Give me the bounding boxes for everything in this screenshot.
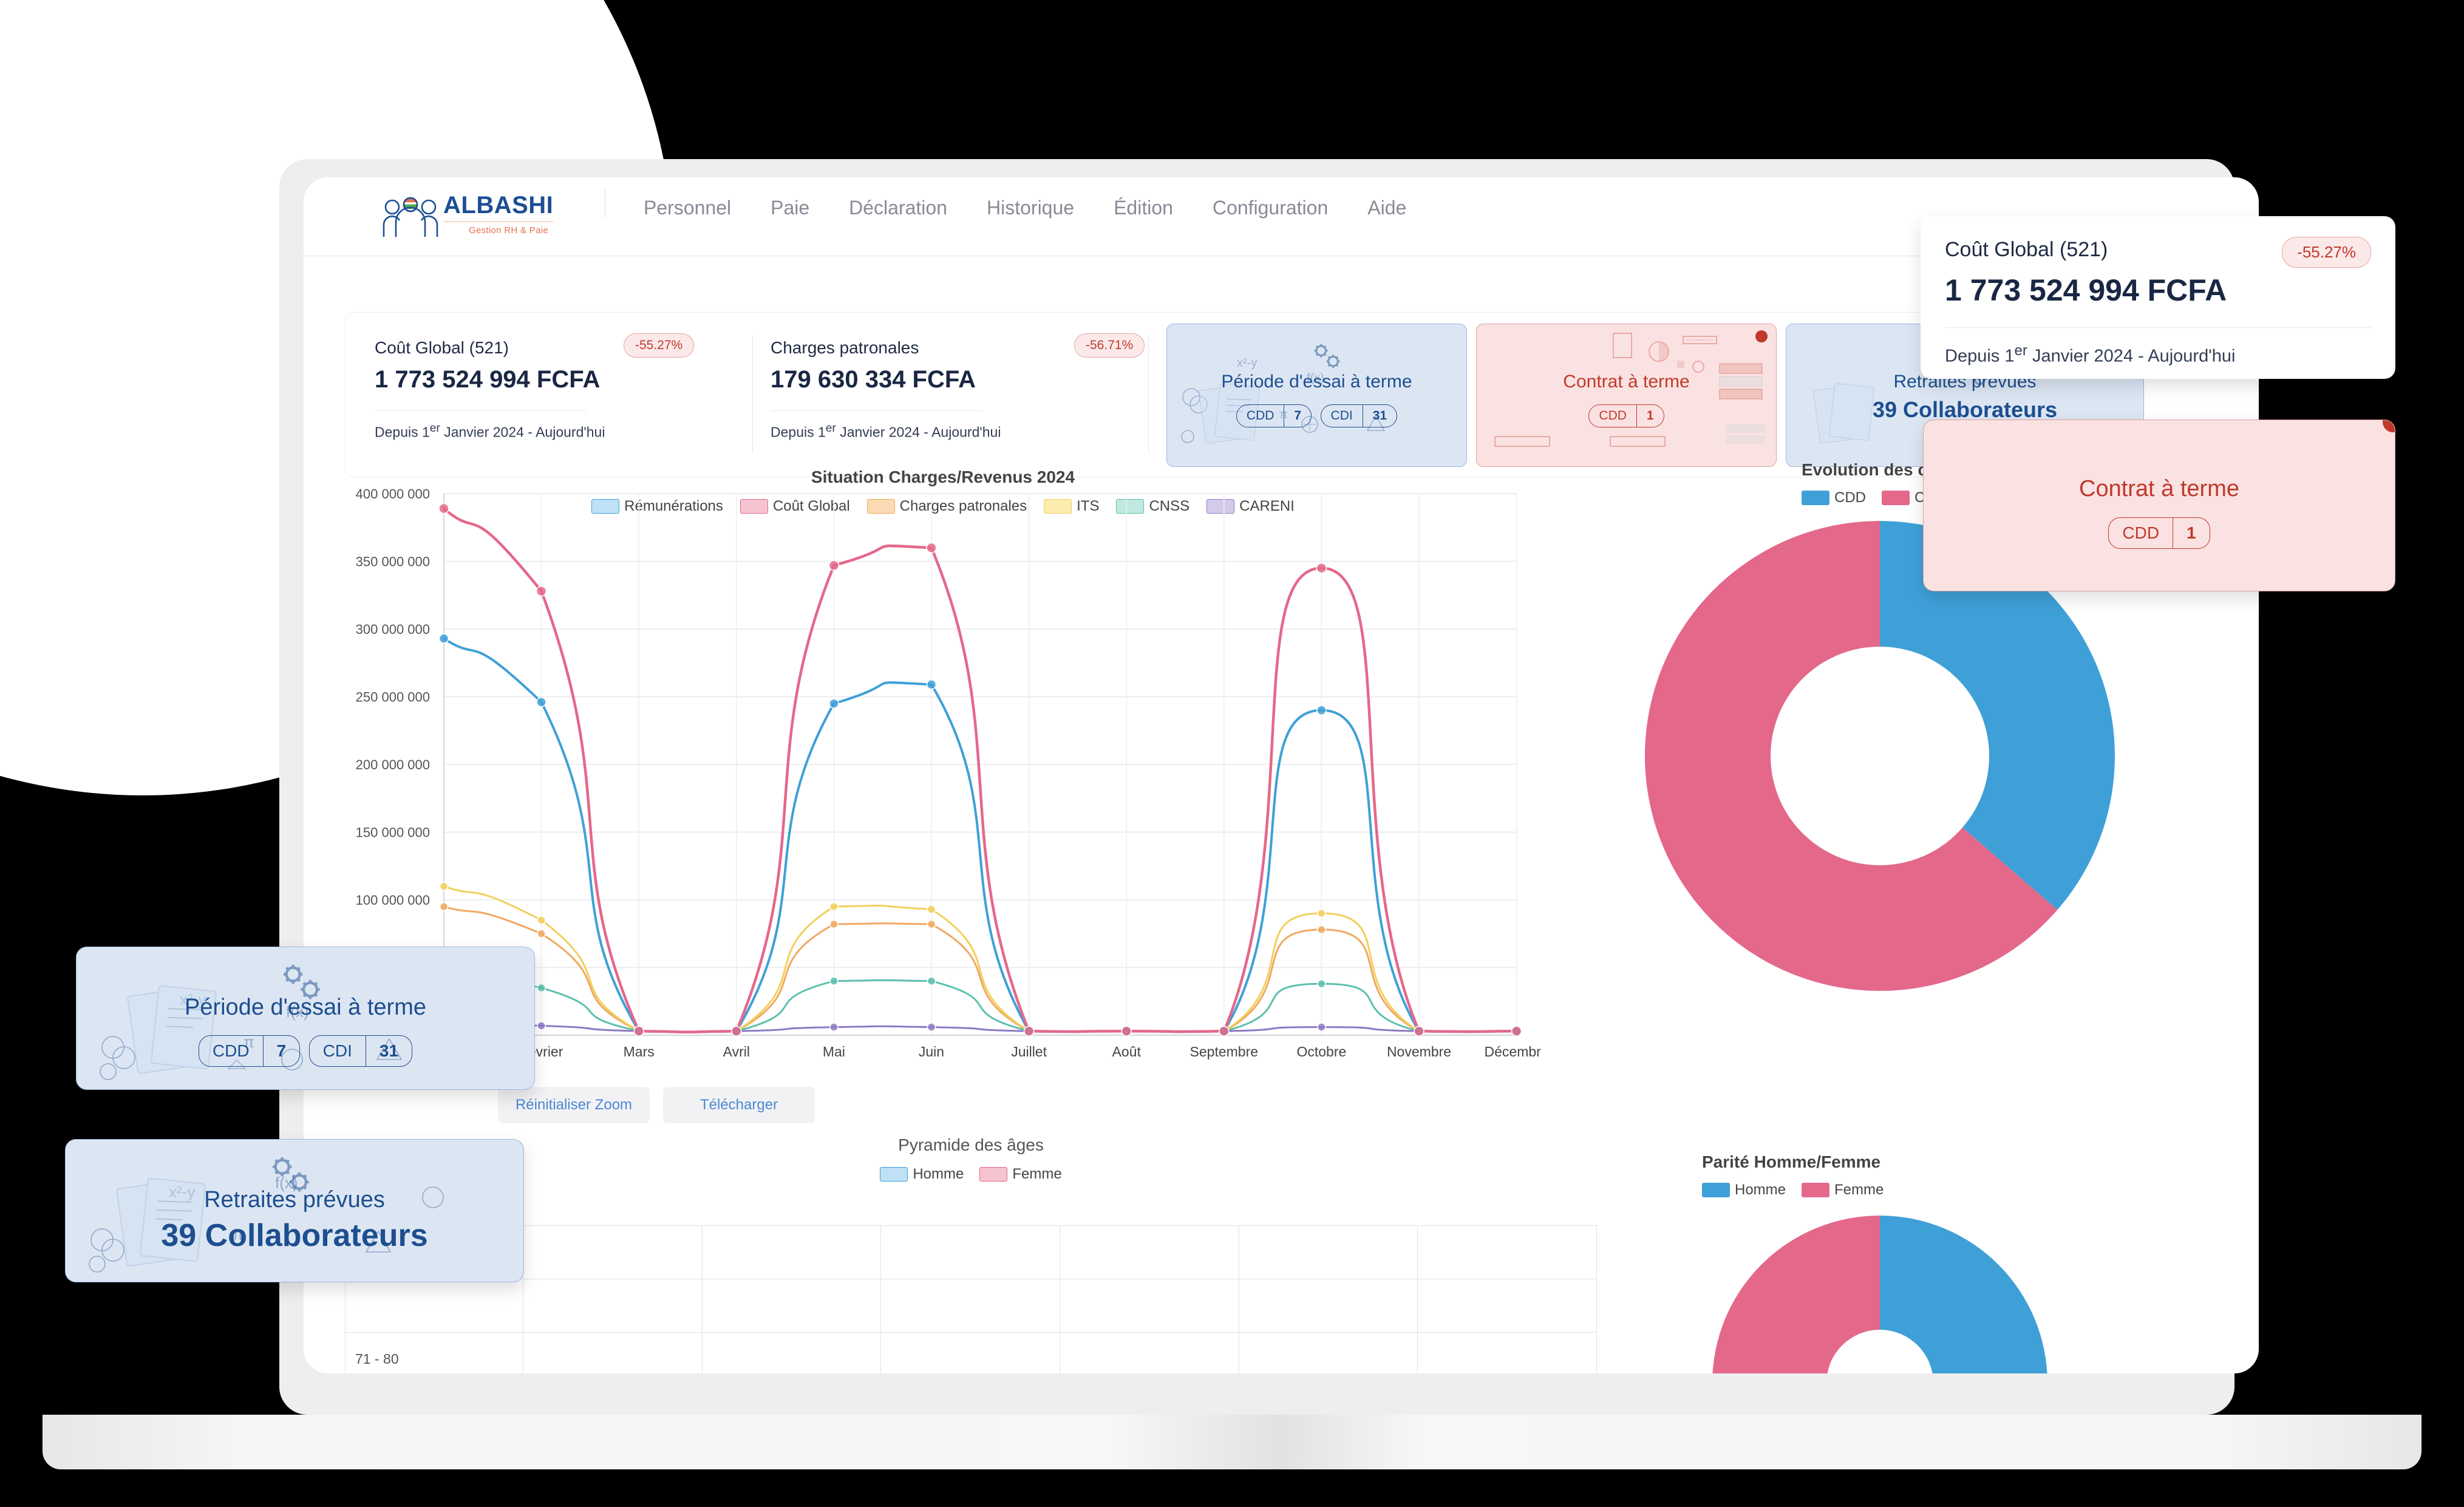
svg-text:Mai: Mai xyxy=(823,1044,845,1060)
svg-text:Août: Août xyxy=(1112,1044,1142,1060)
svg-text:Novembre: Novembre xyxy=(1387,1044,1451,1060)
svg-text:150 000 000: 150 000 000 xyxy=(356,825,430,840)
svg-text:Juillet: Juillet xyxy=(1011,1044,1047,1060)
svg-text:100 000 000: 100 000 000 xyxy=(356,893,430,908)
svg-text:200 000 000: 200 000 000 xyxy=(356,757,430,772)
svg-text:Juin: Juin xyxy=(919,1044,944,1060)
svg-text:350 000 000: 350 000 000 xyxy=(356,554,430,570)
svg-text:300 000 000: 300 000 000 xyxy=(356,622,430,637)
svg-text:x²-y: x²-y xyxy=(1237,356,1257,370)
svg-text:Octobre: Octobre xyxy=(1296,1044,1346,1060)
svg-text:Septembre: Septembre xyxy=(1190,1044,1259,1060)
svg-text:Avril: Avril xyxy=(723,1044,750,1060)
svg-text:Décembre: Décembre xyxy=(1485,1044,1541,1060)
svg-text:400 000 000: 400 000 000 xyxy=(356,486,430,502)
svg-text:250 000 000: 250 000 000 xyxy=(356,690,430,705)
svg-text:Mars: Mars xyxy=(624,1044,655,1060)
